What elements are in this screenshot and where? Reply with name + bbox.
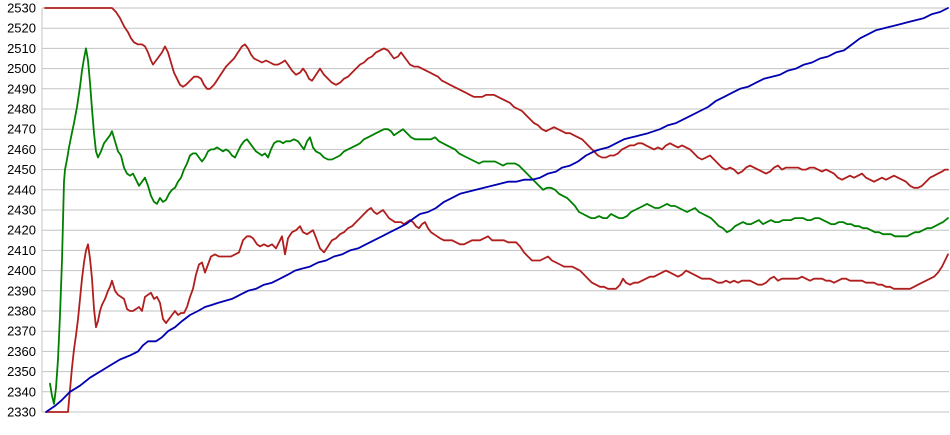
y-axis-tick-label: 2500 [7,61,36,76]
series-green-line [49,47,949,405]
y-axis-tick-label: 2470 [7,122,36,137]
y-axis-tick-label: 2460 [7,142,36,157]
series-red-lower-line [46,207,949,413]
y-axis-tick-label: 2340 [7,384,36,399]
y-axis-tick-label: 2450 [7,162,36,177]
gridlines [42,7,949,413]
series-red-upper-line [44,7,949,189]
y-axis-tick-label: 2440 [7,182,36,197]
y-axis-tick-label: 2360 [7,344,36,359]
y-axis-tick-label: 2520 [7,21,36,36]
y-axis-tick-label: 2430 [7,203,36,218]
y-axis-tick-label: 2400 [7,263,36,278]
series-blue-line [45,7,949,413]
y-axis-tick-label: 2490 [7,81,36,96]
y-axis-tick-label: 2380 [7,304,36,319]
y-axis-tick-label: 2480 [7,102,36,117]
y-axis-tick-label: 2510 [7,41,36,56]
y-axis-tick-label: 2530 [7,1,36,16]
y-axis-tick-label: 2390 [7,283,36,298]
y-axis-labels: 2330 2340 2350 2360 2370 2380 2390 2400 2410 2420… [7,1,36,420]
y-axis-tick-label: 2330 [7,405,36,420]
y-axis-tick-label: 2350 [7,364,36,379]
y-axis-tick-label: 2370 [7,324,36,339]
y-axis-tick-label: 2420 [7,223,36,238]
y-axis-tick-label: 2410 [7,243,36,258]
